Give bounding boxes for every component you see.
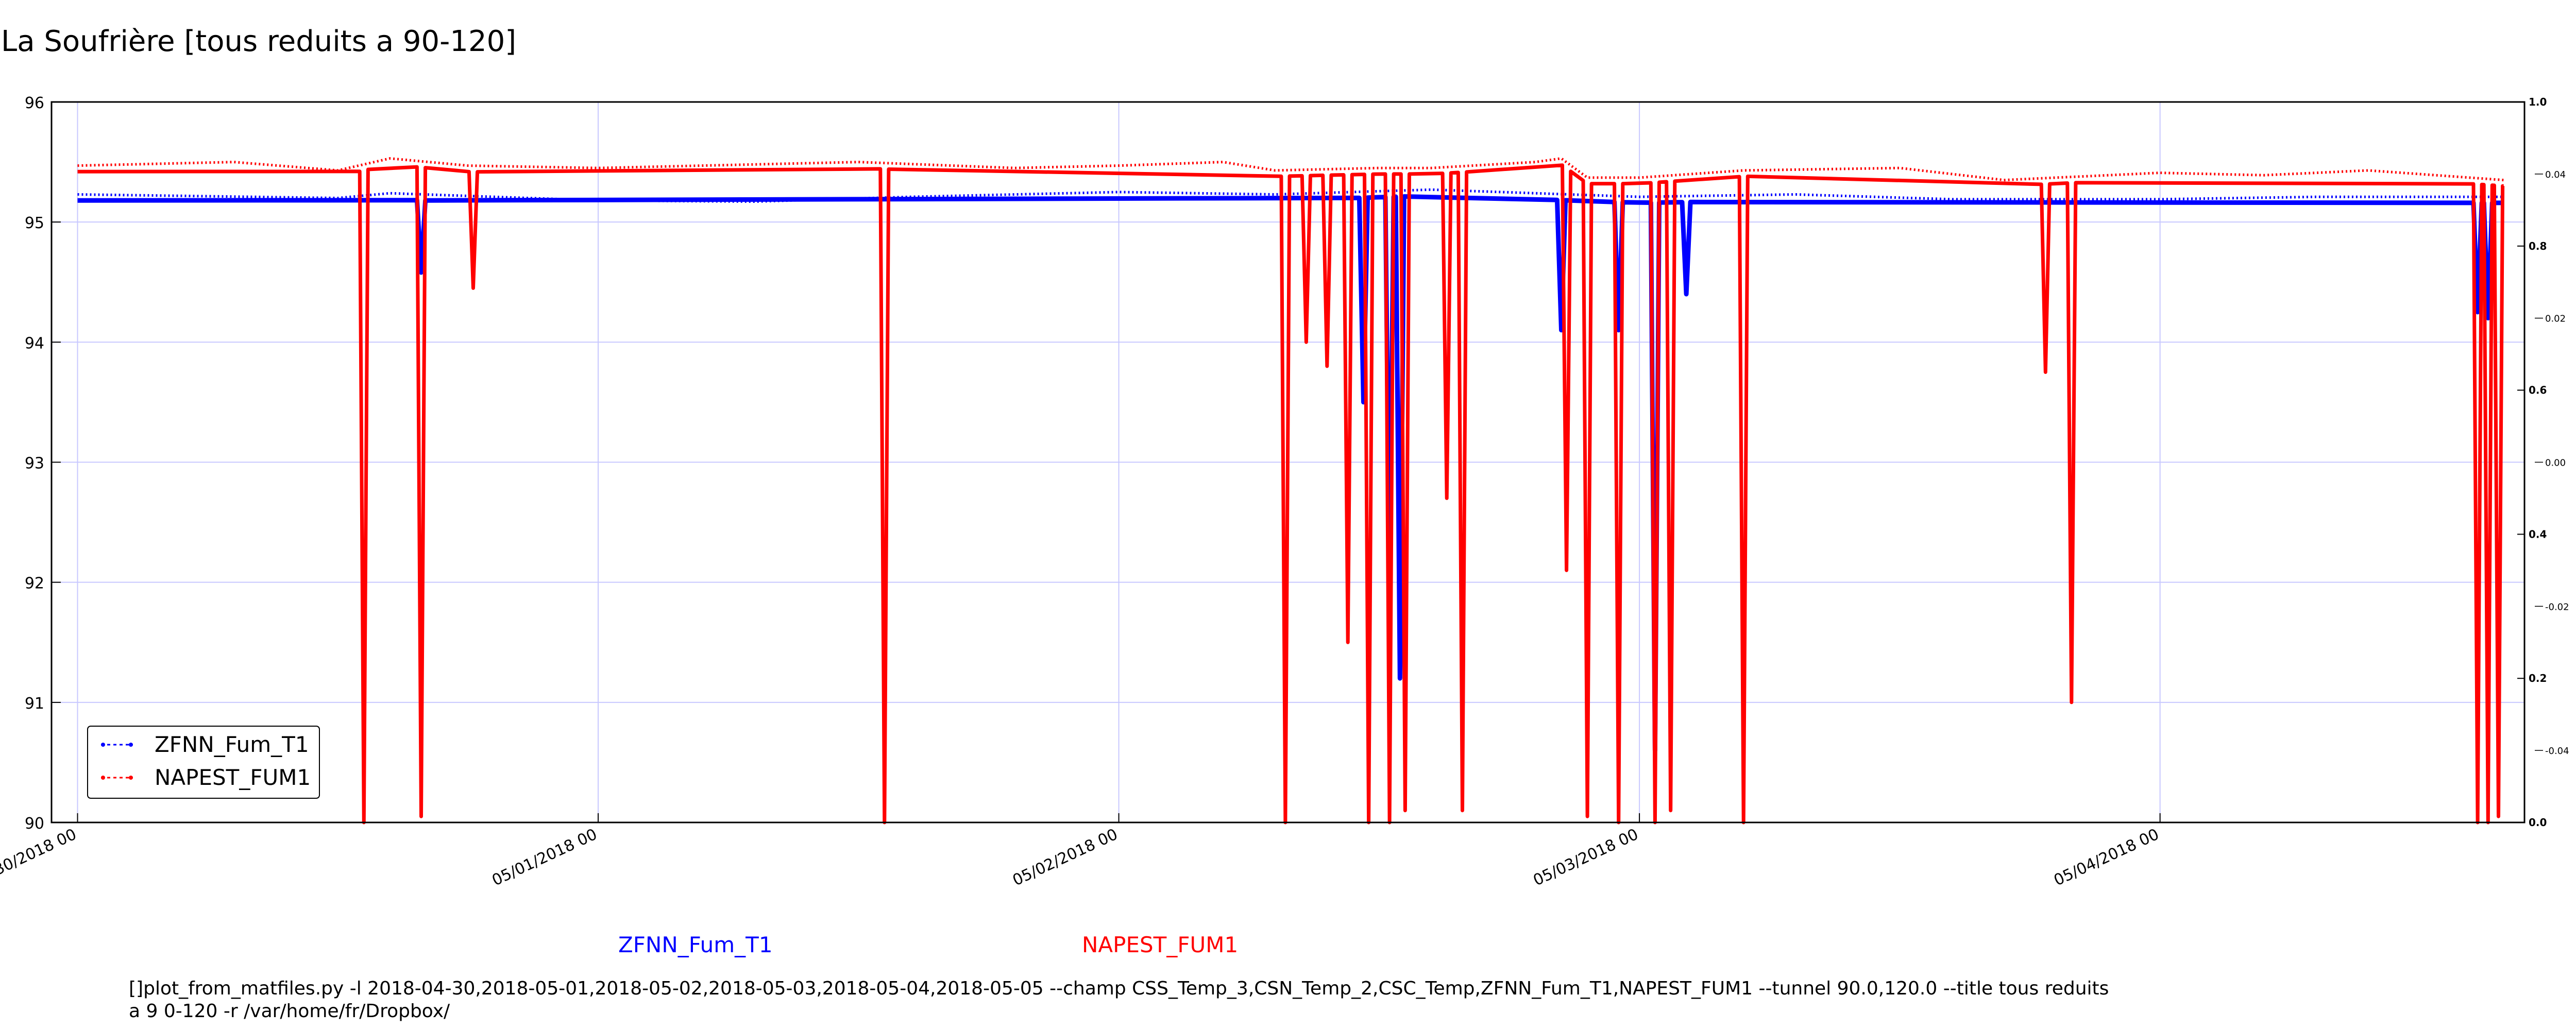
y-tick-label-4: 94 <box>25 334 44 352</box>
legend-label-1: NAPEST_FUM1 <box>155 765 311 790</box>
legend-box <box>87 726 320 799</box>
footer-series-label-0: ZFNN_Fum_T1 <box>618 932 773 957</box>
x-tick-label-4: 05/04/2018 00 <box>2051 826 2162 890</box>
right-outer-tick-label-0: 0.0 <box>2529 816 2547 829</box>
x-tick-label-3: 05/03/2018 00 <box>1531 826 1641 890</box>
right-inner-tick-label-4: 0.04 <box>2545 169 2566 180</box>
series-line-NAPEST_FUM1 <box>77 163 2505 825</box>
series-band-NAPEST_FUM1 <box>77 157 2504 182</box>
legend-label-0: ZFNN_Fum_T1 <box>155 732 309 757</box>
x-tick-label-2: 05/02/2018 00 <box>1010 826 1121 890</box>
legend-marker-start-1 <box>101 776 105 780</box>
legend-marker-end-0 <box>129 743 133 747</box>
right-outer-tick-label-2: 0.4 <box>2529 528 2547 540</box>
right-inner-tick-label-3: 0.02 <box>2545 314 2566 324</box>
right-outer-tick-label-3: 0.6 <box>2529 384 2547 397</box>
y-tick-label-5: 95 <box>25 214 44 232</box>
series-NAPEST_FUM1 <box>77 157 2505 825</box>
y-tick-label-1: 91 <box>25 695 44 713</box>
right-outer-tick-label-4: 0.8 <box>2529 240 2547 252</box>
x-tick-label-1: 05/01/2018 00 <box>489 826 600 890</box>
footer-series-label-1: NAPEST_FUM1 <box>1082 932 1239 957</box>
y-tick-label-6: 96 <box>25 94 44 112</box>
right-outer-tick-label-5: 1.0 <box>2529 96 2547 108</box>
legend-marker-end-1 <box>129 776 133 780</box>
x-tick-label-0: 04/30/2018 00 <box>0 826 79 890</box>
y-tick-label-3: 93 <box>25 455 44 473</box>
right-inner-tick-label-2: 0.00 <box>2545 458 2566 469</box>
y-tick-label-2: 92 <box>25 575 44 593</box>
right-outer-tick-label-1: 0.2 <box>2529 672 2547 684</box>
right-inner-tick-label-0: -0.04 <box>2545 746 2569 757</box>
legend-marker-start-0 <box>101 743 105 747</box>
right-inner-tick-label-1: -0.02 <box>2545 602 2569 612</box>
command-line-text: []plot_from_matfiles.py -l 2018-04-30,20… <box>129 978 2109 1022</box>
y-tick-label-0: 90 <box>25 815 44 833</box>
legend: ZFNN_Fum_T1 NAPEST_FUM1 <box>87 726 320 799</box>
chart-title: La Soufrière [tous reduits a 90-120] <box>1 25 517 58</box>
